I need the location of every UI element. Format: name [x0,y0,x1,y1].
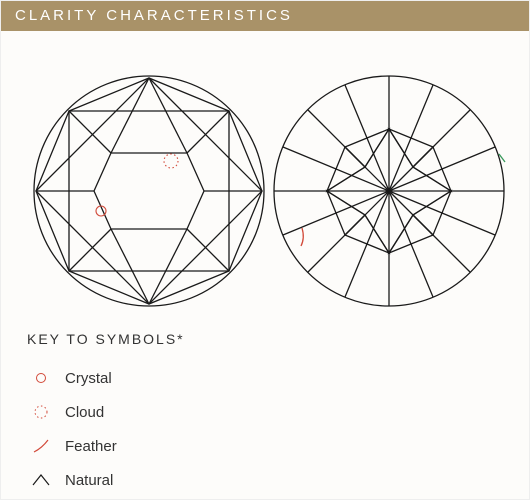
feather-icon [27,437,55,455]
legend: KEY TO SYMBOLS* Crystal Cloud Feather Na… [1,311,529,489]
pavilion-plot [274,76,505,306]
cloud-icon [27,403,55,421]
legend-item-crystal: Crystal [27,369,529,387]
legend-item-feather: Feather [27,437,529,455]
natural-icon [27,471,55,489]
crystal-icon [27,369,55,387]
legend-item-natural: Natural [27,471,529,489]
crown-plot [34,76,264,306]
plot-svg [1,31,530,311]
legend-label: Feather [65,438,117,455]
diagram-area [1,31,529,311]
section-header: CLARITY CHARACTERISTICS [1,1,529,31]
legend-label: Crystal [65,370,112,387]
legend-item-cloud: Cloud [27,403,529,421]
feather-inclusion [301,228,303,246]
legend-label: Cloud [65,404,104,421]
cloud-inclusion [164,154,178,168]
clarity-card: CLARITY CHARACTERISTICS [0,0,530,500]
legend-label: Natural [65,472,113,489]
legend-title: KEY TO SYMBOLS* [27,331,529,347]
